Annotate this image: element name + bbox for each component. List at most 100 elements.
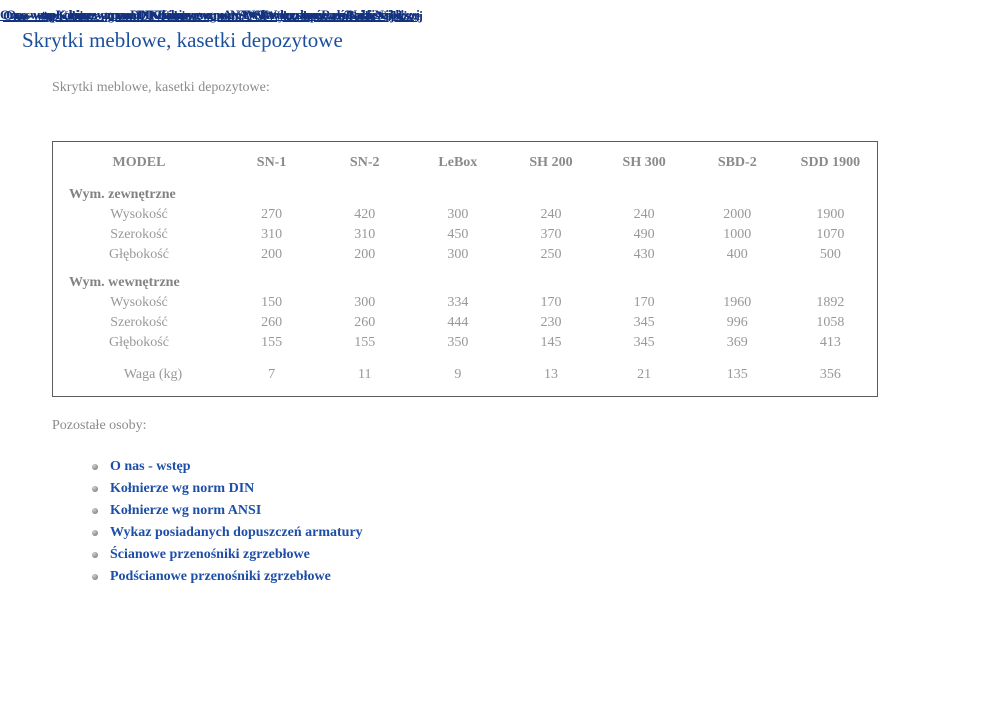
garbled-nav-bar[interactable]: O nas - wstęp Kołnierze wg norm DIN Kołn… [0, 7, 458, 26]
related-link[interactable]: Wykaz posiadanych dopuszczeń armatury [110, 525, 363, 540]
cell-value: 430 [633, 247, 655, 262]
row-label: Waga (kg) [123, 367, 183, 382]
section-label: Wym. zewnętrzne [69, 187, 176, 202]
cell-value: 135 [726, 367, 748, 382]
cell-value: 155 [261, 335, 283, 350]
cell-value: 270 [261, 207, 283, 222]
related-links-list: O nas - wstęp Kołnierze wg norm DIN Kołnie… [92, 456, 363, 588]
spec-table-body: Wym. zewnętrzne Wysokość 270 420 300 240 240 20… [53, 177, 877, 396]
bullet-icon [92, 464, 98, 470]
cell-value: 1000 [723, 227, 752, 242]
bullet-icon [92, 552, 98, 558]
cell-value: 334 [447, 295, 469, 310]
cell-value: 145 [540, 335, 562, 350]
table-row: Głębokość 155 155 350 145 345 369 413 [53, 333, 877, 353]
related-link[interactable]: Podścianowe przenośniki zgrzebłowe [110, 569, 331, 584]
cell-value: 500 [819, 247, 841, 262]
related-heading: Pozostałe osoby: [52, 418, 147, 433]
related-link[interactable]: Ścianowe przenośniki zgrzebłowe [110, 547, 310, 562]
row-label: Szerokość [110, 315, 168, 330]
row-label: Głębokość [109, 247, 169, 262]
cell-value: 11 [357, 367, 372, 382]
section-row: Wym. wewnętrzne [53, 265, 877, 293]
list-item: Kołnierze wg norm ANSI [92, 500, 363, 522]
cell-value: 7 [268, 367, 276, 382]
bullet-icon [92, 530, 98, 536]
table-row: Głębokość 200 200 300 250 430 400 500 [53, 245, 877, 265]
cell-value: 240 [633, 207, 655, 222]
related-link[interactable]: O nas - wstęp [110, 459, 191, 474]
related-link[interactable]: Kołnierze wg norm DIN [110, 481, 255, 496]
list-item: Kołnierze wg norm DIN [92, 478, 363, 500]
row-label: Głębokość [109, 335, 169, 350]
cell-value: 345 [633, 335, 655, 350]
list-item: Ścianowe przenośniki zgrzebłowe [92, 544, 363, 566]
bullet-icon [92, 508, 98, 514]
column-header: SN-2 [349, 155, 380, 170]
cell-value: 345 [633, 315, 655, 330]
garbled-nav-text: O nas - wstęp Kołnierze wg norm DIN Kołn… [3, 8, 423, 23]
cell-value: 369 [726, 335, 748, 350]
cell-value: 490 [633, 227, 655, 242]
cell-value: 300 [354, 295, 376, 310]
cell-value: 420 [354, 207, 376, 222]
cell-value: 230 [540, 315, 562, 330]
cell-value: 444 [447, 315, 469, 330]
cell-value: 356 [819, 367, 841, 382]
spec-table-header-row: MODEL SN-1 SN-2 LeBox SH 200 SH 300 SBD-2 SDD 1… [53, 142, 877, 177]
column-header: SDD 1900 [800, 155, 861, 170]
page-title: Skrytki meblowe, kasetki depozytowe [22, 28, 343, 52]
row-label: Szerokość [110, 227, 168, 242]
column-header: LeBox [438, 155, 478, 170]
cell-value: 2000 [723, 207, 752, 222]
cell-value: 21 [637, 367, 652, 382]
cell-value: 1960 [723, 295, 752, 310]
cell-value: 300 [447, 247, 469, 262]
row-label: Wysokość [110, 207, 168, 222]
list-item: Wykaz posiadanych dopuszczeń armatury [92, 522, 363, 544]
garbled-nav-text: O nas - wstęp Kołnierze wg norm DIN Kołn… [0, 7, 420, 22]
cell-value: 413 [819, 335, 841, 350]
cell-value: 200 [261, 247, 283, 262]
column-header: SBD-2 [717, 155, 757, 170]
related-link[interactable]: Kołnierze wg norm ANSI [110, 503, 262, 518]
table-row: Wysokość 150 300 334 170 170 1960 1892 [53, 293, 877, 313]
table-row: Szerokość 260 260 444 230 345 996 1058 [53, 313, 877, 333]
cell-value: 9 [454, 367, 462, 382]
cell-value: 310 [354, 227, 376, 242]
cell-value: 1058 [816, 315, 845, 330]
section-label: Wym. wewnętrzne [69, 275, 180, 290]
cell-value: 260 [261, 315, 283, 330]
cell-value: 13 [543, 367, 558, 382]
cell-value: 250 [540, 247, 562, 262]
cell-value: 170 [540, 295, 562, 310]
column-header: SN-1 [256, 155, 287, 170]
cell-value: 200 [354, 247, 376, 262]
cell-value: 310 [261, 227, 283, 242]
cell-value: 240 [540, 207, 562, 222]
table-row: Wysokość 270 420 300 240 240 2000 1900 [53, 205, 877, 225]
intro-text: Skrytki meblowe, kasetki depozytowe: [52, 80, 270, 95]
bullet-icon [92, 574, 98, 580]
cell-value: 1070 [816, 227, 845, 242]
cell-value: 450 [447, 227, 469, 242]
list-item: O nas - wstęp [92, 456, 363, 478]
cell-value: 300 [447, 207, 469, 222]
cell-value: 1900 [816, 207, 845, 222]
column-header: SH 200 [529, 155, 573, 170]
spec-table-container: MODEL SN-1 SN-2 LeBox SH 200 SH 300 SBD-2 SDD 1… [52, 141, 878, 397]
table-row: Szerokość 310 310 450 370 490 1000 1070 [53, 225, 877, 245]
section-row: Wym. zewnętrzne [53, 177, 877, 205]
cell-value: 260 [354, 315, 376, 330]
cell-value: 996 [726, 315, 748, 330]
cell-value: 170 [633, 295, 655, 310]
row-label: Wysokość [110, 295, 168, 310]
garbled-nav-text: O nas - wstęp Kołnierze wg norm DIN Kołn… [6, 7, 389, 22]
cell-value: 150 [261, 295, 283, 310]
spec-table: MODEL SN-1 SN-2 LeBox SH 200 SH 300 SBD-2 SDD 1… [53, 142, 877, 396]
cell-value: 350 [447, 335, 469, 350]
cell-value: 1892 [816, 295, 845, 310]
cell-value: 400 [726, 247, 748, 262]
bullet-icon [92, 486, 98, 492]
column-header: MODEL [112, 155, 166, 170]
